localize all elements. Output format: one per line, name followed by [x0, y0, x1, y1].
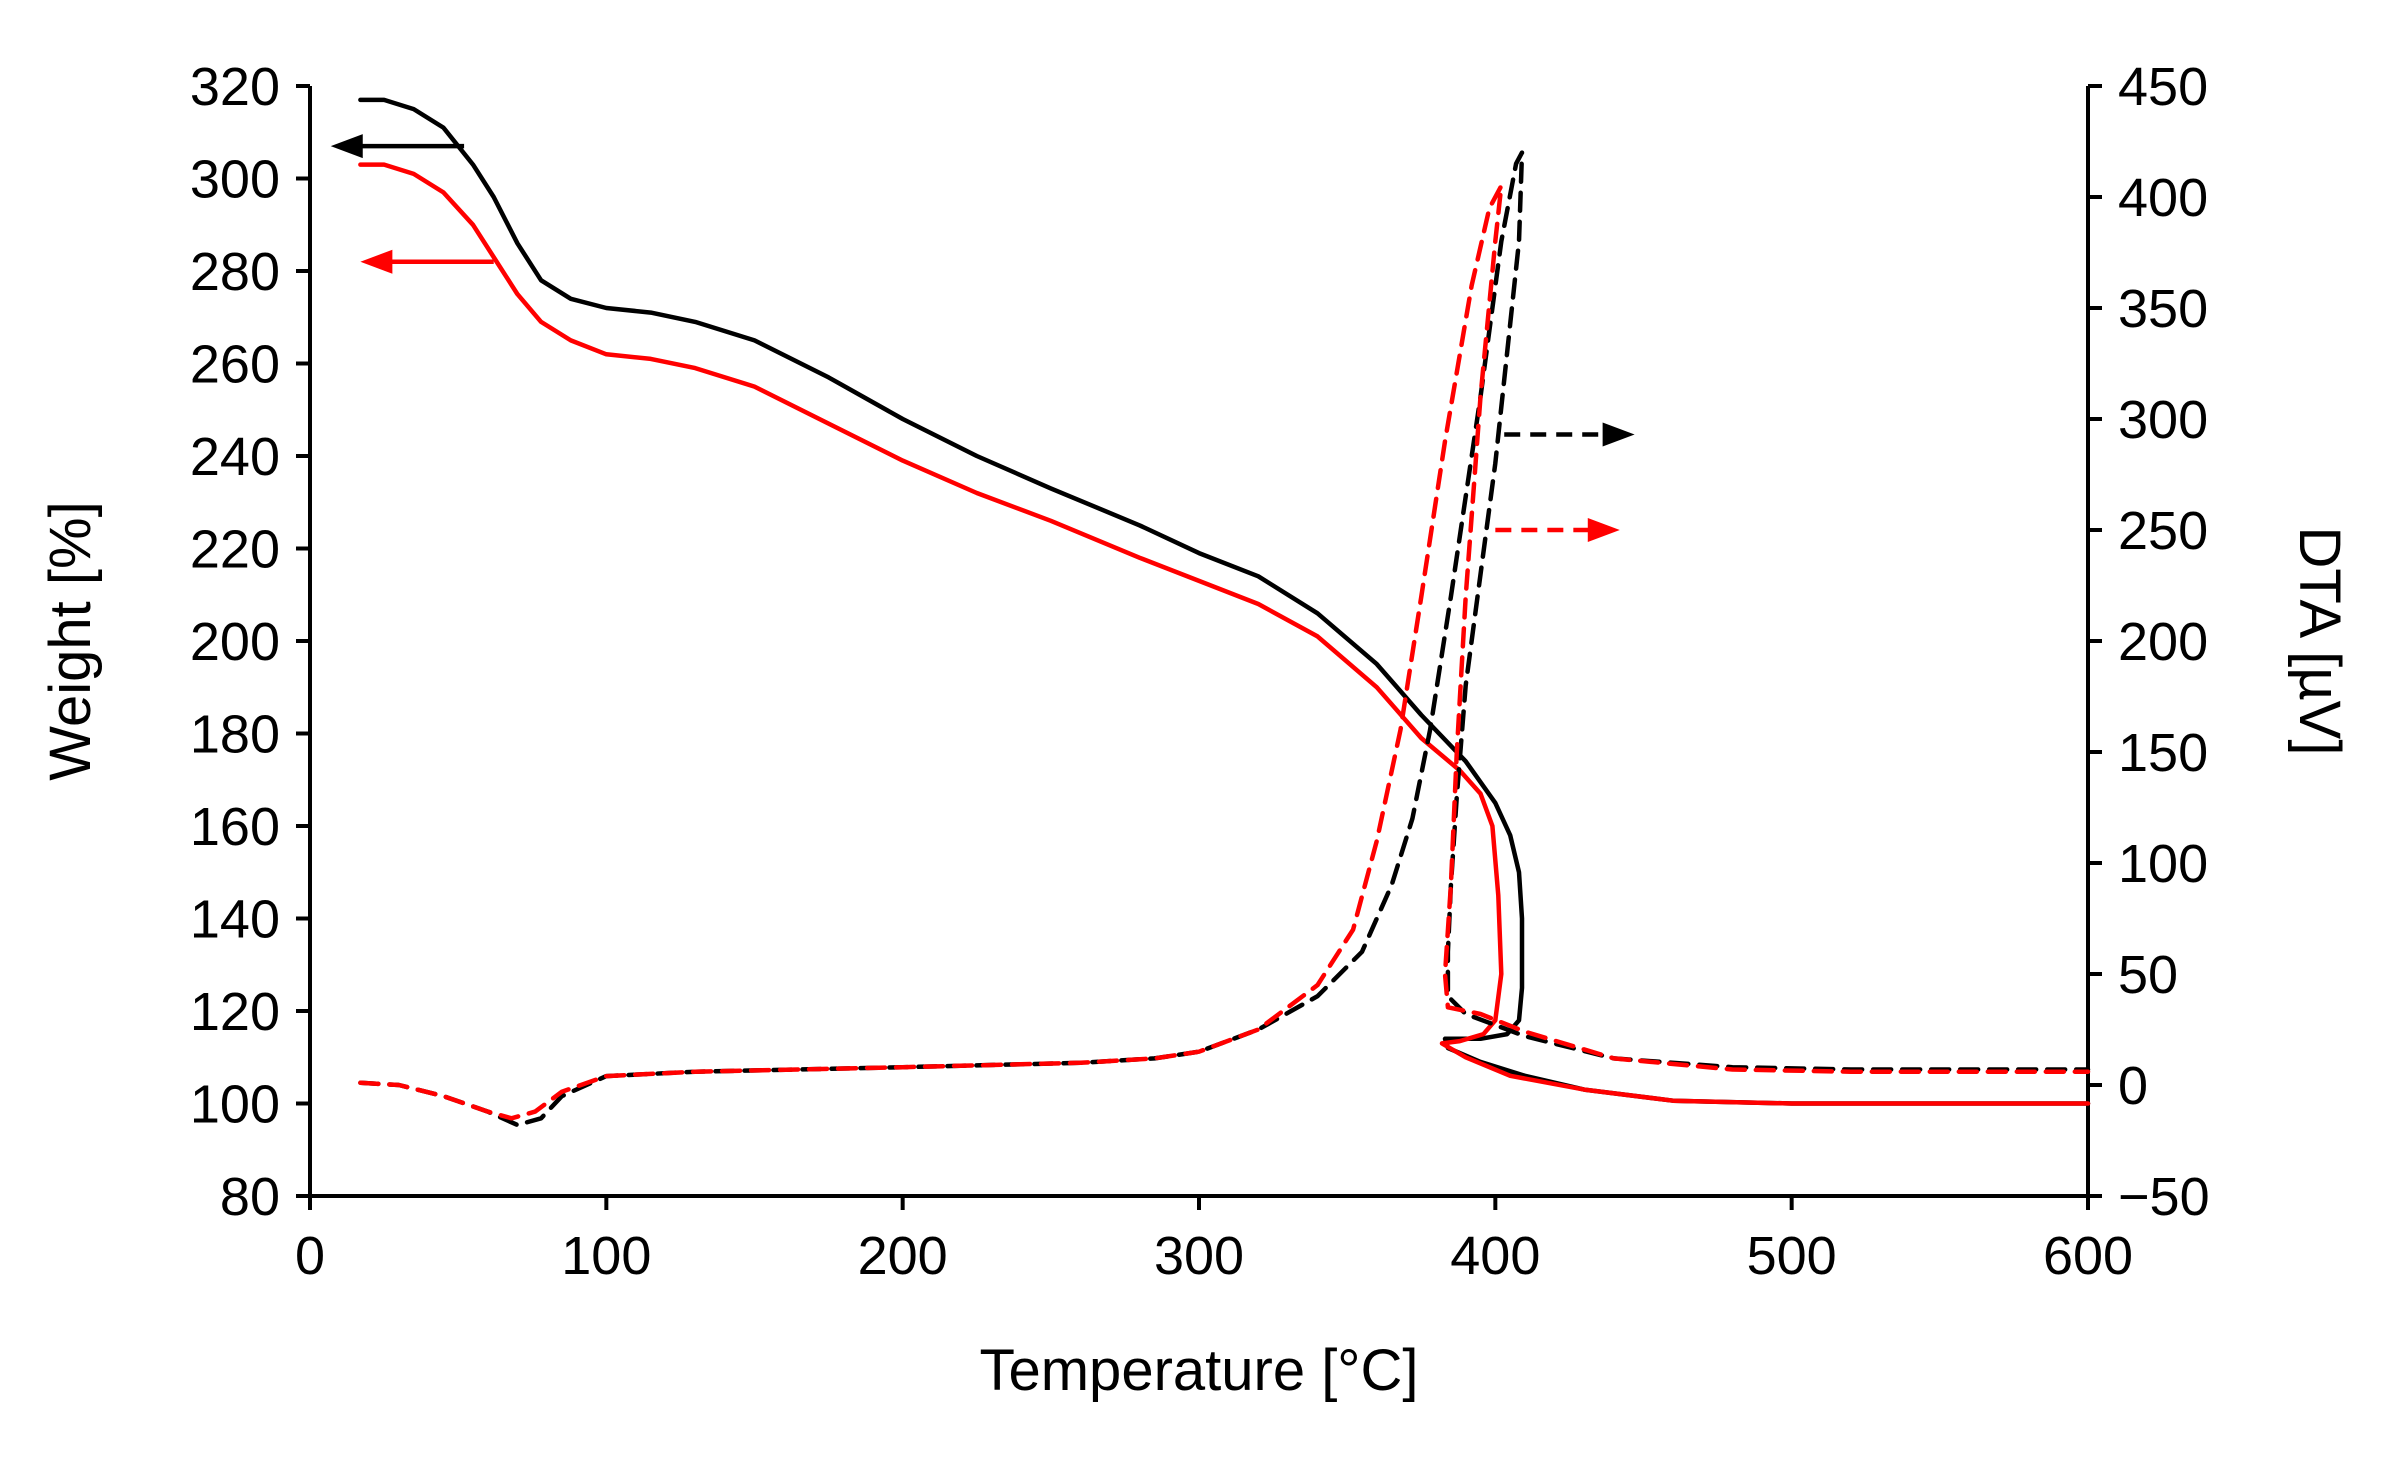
- y-tick-label: 80: [220, 1167, 280, 1227]
- y-tick-label: 140: [190, 890, 280, 950]
- arrow-head: [360, 249, 393, 274]
- series-layer: [358, 97, 2091, 1128]
- y2-tick-label: 50: [2118, 945, 2178, 1005]
- x-axis-title: Temperature [°C]: [979, 1338, 1418, 1403]
- y-tick-label: 240: [190, 427, 280, 487]
- y-tick-label: 160: [190, 797, 280, 857]
- series-weight-red: [358, 162, 2091, 1106]
- y2-tick-label: 400: [2118, 168, 2208, 228]
- axis-indicator-arrow: [360, 249, 494, 274]
- y2-tick-label: 300: [2118, 390, 2208, 450]
- arrow-head: [330, 134, 363, 159]
- x-tick-label: 400: [1450, 1226, 1540, 1286]
- y-tick-label: 200: [190, 612, 280, 672]
- plot-frame: [308, 86, 2090, 1198]
- arrow-head: [1602, 422, 1635, 447]
- y-tick-label: 120: [190, 982, 280, 1042]
- x-tick-label: 0: [295, 1226, 325, 1286]
- x-tick-label: 100: [561, 1226, 651, 1286]
- y2-tick-label: 100: [2118, 834, 2208, 894]
- y-tick-label: 100: [190, 1075, 280, 1135]
- y-tick-label: 280: [190, 242, 280, 302]
- axis-indicator-arrow: [1504, 422, 1635, 447]
- x-tick-label: 300: [1154, 1226, 1244, 1286]
- annotation-layer: [330, 134, 1635, 542]
- series-dta-black: [358, 150, 2091, 1128]
- y-tick-label: 300: [190, 150, 280, 210]
- y2-tick-label: 0: [2118, 1056, 2148, 1116]
- y2-tick-label: 250: [2118, 501, 2208, 561]
- axis-indicator-arrow: [330, 134, 465, 159]
- y2-tick-label: 350: [2118, 279, 2208, 339]
- x-tick-label: 200: [858, 1226, 948, 1286]
- y-axis-title: Weight [%]: [38, 501, 103, 780]
- y2-axis-title: DTA [µV]: [2287, 527, 2352, 756]
- y-tick-label: 260: [190, 335, 280, 395]
- y-tick-label: 180: [190, 705, 280, 765]
- x-tick-label: 500: [1747, 1226, 1837, 1286]
- series-weight-black: [358, 97, 2091, 1106]
- y2-tick-label: 450: [2118, 57, 2208, 117]
- y-tick-label: 320: [190, 57, 280, 117]
- y2-tick-label: −50: [2118, 1167, 2210, 1227]
- tick-layer: 0 100 200 300 400 500 600801001201401601802002…: [190, 57, 2210, 1286]
- arrow-head: [1587, 518, 1620, 542]
- series-dta-red: [358, 183, 2091, 1121]
- y2-tick-label: 200: [2118, 612, 2208, 672]
- y-tick-label: 220: [190, 520, 280, 580]
- x-tick-label: 600: [2043, 1226, 2133, 1286]
- axis-indicator-arrow: [1495, 518, 1620, 542]
- y2-tick-label: 150: [2118, 723, 2208, 783]
